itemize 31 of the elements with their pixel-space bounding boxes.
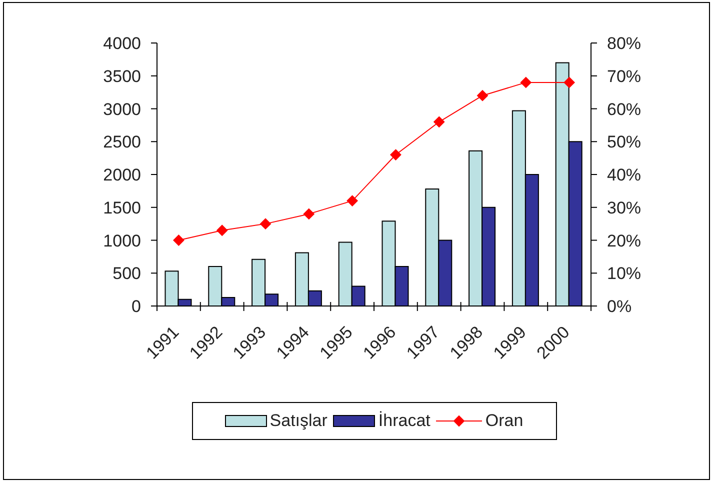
y-tick-label: 1500 <box>103 198 141 218</box>
legend-label: Satışlar <box>270 411 328 431</box>
point <box>477 90 488 102</box>
point <box>564 76 575 88</box>
point <box>346 195 358 206</box>
y-tick-label: 1000 <box>103 231 141 250</box>
point <box>434 116 445 128</box>
y2-tick-label: 50% <box>607 132 642 152</box>
legend-label: Oran <box>485 411 524 431</box>
point <box>216 224 228 236</box>
point <box>390 149 402 160</box>
y-tick-label: 3500 <box>103 66 141 86</box>
y2-tick-label: 20% <box>607 231 642 250</box>
y-tick-label: 3000 <box>103 100 141 119</box>
point <box>520 76 532 88</box>
point <box>303 208 314 220</box>
y2-tick-label: 70% <box>607 66 642 86</box>
y-tick-label: 4000 <box>103 34 141 54</box>
y2-tick-label: 30% <box>607 198 642 218</box>
point <box>260 218 271 230</box>
y-tick-label: 500 <box>112 264 141 284</box>
y-tick-label: 2500 <box>103 132 141 152</box>
y2-tick-label: 80% <box>607 34 642 54</box>
y2-tick-label: 0% <box>607 297 632 316</box>
legend-label: İhracat <box>378 411 430 431</box>
y2-tick-label: 10% <box>607 264 642 284</box>
y-tick-label: 2000 <box>103 166 141 185</box>
y-tick-label: 0 <box>132 297 141 316</box>
point <box>173 234 184 246</box>
y2-tick-label: 60% <box>607 100 642 119</box>
y2-tick-label: 40% <box>607 166 642 185</box>
